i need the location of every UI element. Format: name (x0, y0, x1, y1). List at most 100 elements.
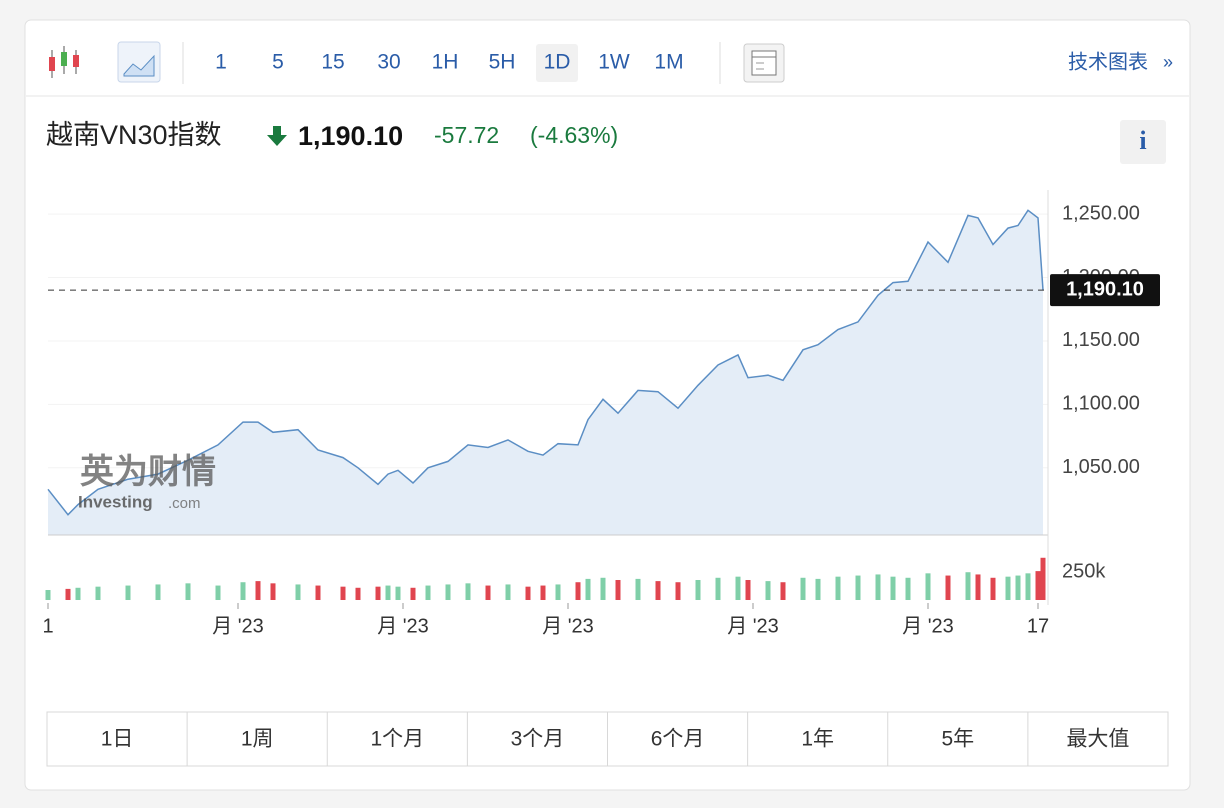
range-button[interactable]: 6个月 (651, 728, 705, 751)
instrument-title: 越南VN30指数 (46, 120, 222, 150)
watermark-com: .com (168, 495, 201, 512)
volume-bar (945, 575, 951, 600)
candle-icon[interactable] (49, 46, 79, 78)
interval-button[interactable]: 15 (321, 51, 344, 74)
x-tick-label: 17 (1027, 615, 1049, 637)
range-button[interactable]: 5年 (941, 728, 974, 751)
volume-bar (255, 581, 261, 600)
volume-bar (1040, 557, 1046, 600)
link-arrow[interactable]: » (1163, 52, 1173, 72)
volume-bar (215, 585, 221, 600)
volume-bar (465, 583, 471, 600)
range-button[interactable]: 1个月 (370, 728, 424, 751)
volume-bar (1015, 575, 1021, 600)
volume-bar (965, 572, 971, 600)
volume-bar (1025, 573, 1031, 600)
volume-bar (65, 588, 71, 600)
last-price: 1,190.10 (298, 121, 403, 151)
x-tick-label: 1 (42, 615, 53, 637)
interval-button[interactable]: 1D (544, 51, 571, 74)
volume-bar (815, 578, 821, 600)
info-icon[interactable]: i (1139, 126, 1146, 155)
volume-bar (925, 573, 931, 600)
active-interval (536, 44, 578, 82)
volume-bar (905, 577, 911, 600)
range-button[interactable]: 3个月 (511, 728, 565, 751)
volume-bar (990, 577, 996, 600)
volume-bar (315, 585, 321, 600)
volume-bar (485, 585, 491, 600)
volume-bar (155, 584, 161, 600)
y-tick-label: 1,150.00 (1062, 329, 1140, 351)
volume-bar (765, 581, 771, 600)
volume-bar (890, 576, 896, 600)
y-tick-label: 1,050.00 (1062, 456, 1140, 478)
volume-bar (1035, 571, 1041, 600)
x-tick-label: 月 '23 (212, 615, 264, 637)
tech-chart-link[interactable]: 技术图表 (1068, 50, 1148, 73)
range-button[interactable]: 最大值 (1066, 728, 1129, 751)
volume-bar (75, 587, 81, 600)
volume-bar (875, 574, 881, 600)
volume-bar (375, 586, 381, 600)
volume-bar (505, 584, 511, 600)
volume-bar (395, 586, 401, 600)
x-tick-label: 月 '23 (727, 615, 779, 637)
volume-bar (425, 585, 431, 600)
volume-bar (835, 576, 841, 600)
volume-bar (410, 587, 416, 600)
x-tick-label: 月 '23 (542, 615, 594, 637)
volume-bar (800, 577, 806, 600)
last-price-tag (1050, 274, 1160, 307)
price-change: -57.72 (434, 122, 499, 148)
interval-button[interactable]: 1W (598, 51, 630, 74)
volume-bar (600, 577, 606, 600)
volume-bar (585, 578, 591, 600)
watermark-cn: 英为财情 (80, 453, 216, 491)
volume-bar (635, 578, 641, 600)
last-price-label: 1,190.10 (1066, 278, 1144, 300)
volume-bar (45, 590, 51, 600)
volume-bar (555, 584, 561, 600)
x-tick-label: 月 '23 (377, 615, 429, 637)
volume-tick-label: 250k (1062, 561, 1106, 583)
volume-bar (855, 575, 861, 600)
y-tick-label: 1,100.00 (1062, 393, 1140, 415)
volume-bar (340, 586, 346, 600)
volume-bar (655, 581, 661, 600)
interval-button[interactable]: 5H (489, 51, 516, 74)
table-icon[interactable] (743, 43, 785, 83)
volume-bar (675, 582, 681, 600)
volume-bar (355, 587, 361, 600)
interval-button[interactable]: 5 (272, 51, 284, 74)
volume-bar (270, 583, 276, 600)
info-button[interactable] (1120, 120, 1166, 164)
volume-bar (715, 577, 721, 600)
volume-bar (1005, 576, 1011, 600)
interval-button[interactable]: 1H (432, 51, 459, 74)
range-button[interactable]: 1周 (241, 728, 274, 751)
volume-bar (780, 582, 786, 600)
volume-bar (95, 586, 101, 600)
volume-bar (125, 585, 131, 600)
interval-button[interactable]: 1M (654, 51, 683, 74)
down-arrow (267, 126, 287, 146)
watermark-en: Investing (78, 492, 153, 511)
volume-bar (295, 584, 301, 600)
interval-button[interactable]: 30 (377, 51, 400, 74)
range-button[interactable]: 1年 (801, 728, 834, 751)
volume-bar (735, 576, 741, 600)
volume-bar (445, 584, 451, 600)
area-icon[interactable] (117, 41, 161, 83)
price-area (48, 210, 1043, 536)
volume-bar (385, 585, 391, 600)
volume-bar (240, 582, 246, 600)
range-button[interactable]: 1日 (101, 728, 134, 751)
interval-button[interactable]: 1 (215, 51, 227, 74)
volume-bar (185, 583, 191, 600)
volume-bar (745, 580, 751, 600)
volume-bar (615, 580, 621, 600)
volume-bar (975, 574, 981, 600)
